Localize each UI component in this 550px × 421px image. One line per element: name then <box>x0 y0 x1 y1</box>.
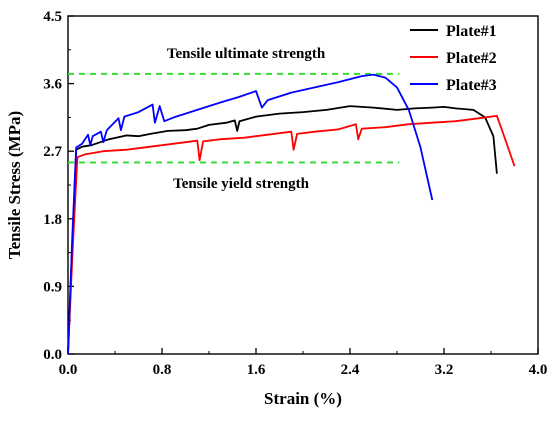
y-tick-group: 0.0 0.9 1.8 2.7 3.6 4.5 <box>43 9 74 363</box>
legend-label-plate1: Plate#1 <box>446 23 497 40</box>
y-tick-label: 0.0 <box>43 347 62 363</box>
reference-line-group <box>68 72 400 164</box>
x-tick-label: 3.2 <box>435 362 454 378</box>
legend-label-plate2: Plate#2 <box>446 50 497 67</box>
legend: Plate#1 Plate#2 Plate#3 <box>410 23 497 94</box>
legend-label-plate3: Plate#3 <box>446 77 497 94</box>
series-line-plate2 <box>67 115 516 355</box>
x-tick-label: 2.4 <box>341 362 360 378</box>
series-line-group <box>67 73 516 355</box>
series-line-plate1 <box>67 105 498 355</box>
series-line-plate3 <box>67 73 434 355</box>
y-tick-label: 1.8 <box>43 212 62 228</box>
x-tick-label: 4.0 <box>529 362 548 378</box>
annotation-tys-label: Tensile yield strength <box>173 176 310 192</box>
y-tick-label: 3.6 <box>43 77 62 93</box>
y-tick-label: 0.9 <box>43 279 62 295</box>
x-tick-label: 1.6 <box>247 362 266 378</box>
y-axis-label: Tensile Stress (MPa) <box>5 111 24 259</box>
y-tick-label: 4.5 <box>43 9 62 25</box>
x-tick-group: 0.0 0.8 1.6 2.4 3.2 4.0 <box>59 348 548 378</box>
x-tick-label: 0.8 <box>153 362 172 378</box>
y-tick-label: 2.7 <box>43 144 62 160</box>
x-tick-label: 0.0 <box>59 362 78 378</box>
x-axis-label: Strain (%) <box>264 389 342 408</box>
annotation-uts-label: Tensile ultimate strength <box>167 46 326 62</box>
